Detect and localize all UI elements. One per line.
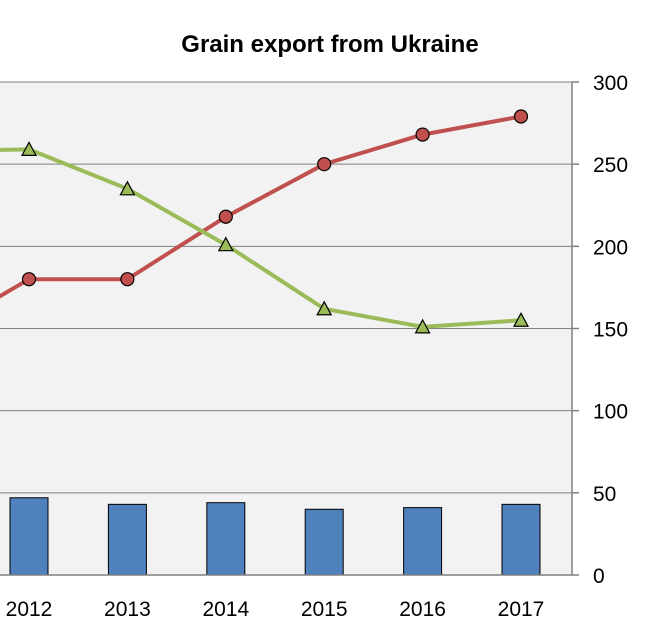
triangle-marker [217,236,234,252]
circle-marker [415,127,430,142]
y-tick-label: 200 [593,236,628,259]
x-tick-label: 2017 [498,598,545,621]
x-tick-label: 2012 [6,598,53,621]
x-axis-ticks: 2012 2013 2014 2015 2016 2017 [6,598,545,621]
y-tick-label: 150 [593,319,628,342]
y-tick-label: 0 [593,565,605,588]
circle-marker [21,272,37,287]
bar [206,502,246,576]
x-tick-label: 2015 [301,598,348,621]
chart-title: Grain export from Ukraine [181,31,478,58]
bar [304,508,344,576]
y-tick-label: 100 [593,401,628,424]
bar [403,507,443,576]
line-series [0,109,530,334]
circle-marker [120,272,135,287]
y-tick-label: 250 [593,154,628,177]
gridlines [0,81,572,494]
bar [501,503,541,576]
y-axis-ticks: 0 50 100 150 200 250 300 [572,72,628,588]
circle-marker [317,157,332,172]
x-tick-label: 2014 [202,598,249,621]
x-tick-label: 2013 [104,598,151,621]
y-tick-label: 50 [593,483,616,506]
triangle-marker [414,318,431,334]
x-tick-label: 2016 [399,598,446,621]
y-tick-label: 300 [593,72,628,95]
triangle-marker [512,312,530,327]
triangle-marker [119,180,136,196]
circle-marker [218,209,233,224]
bar [9,497,49,576]
triangle-marker [316,300,333,316]
bar-series [9,497,541,576]
triangle-marker [20,141,38,156]
circle-marker [513,109,529,124]
bar [107,503,147,576]
